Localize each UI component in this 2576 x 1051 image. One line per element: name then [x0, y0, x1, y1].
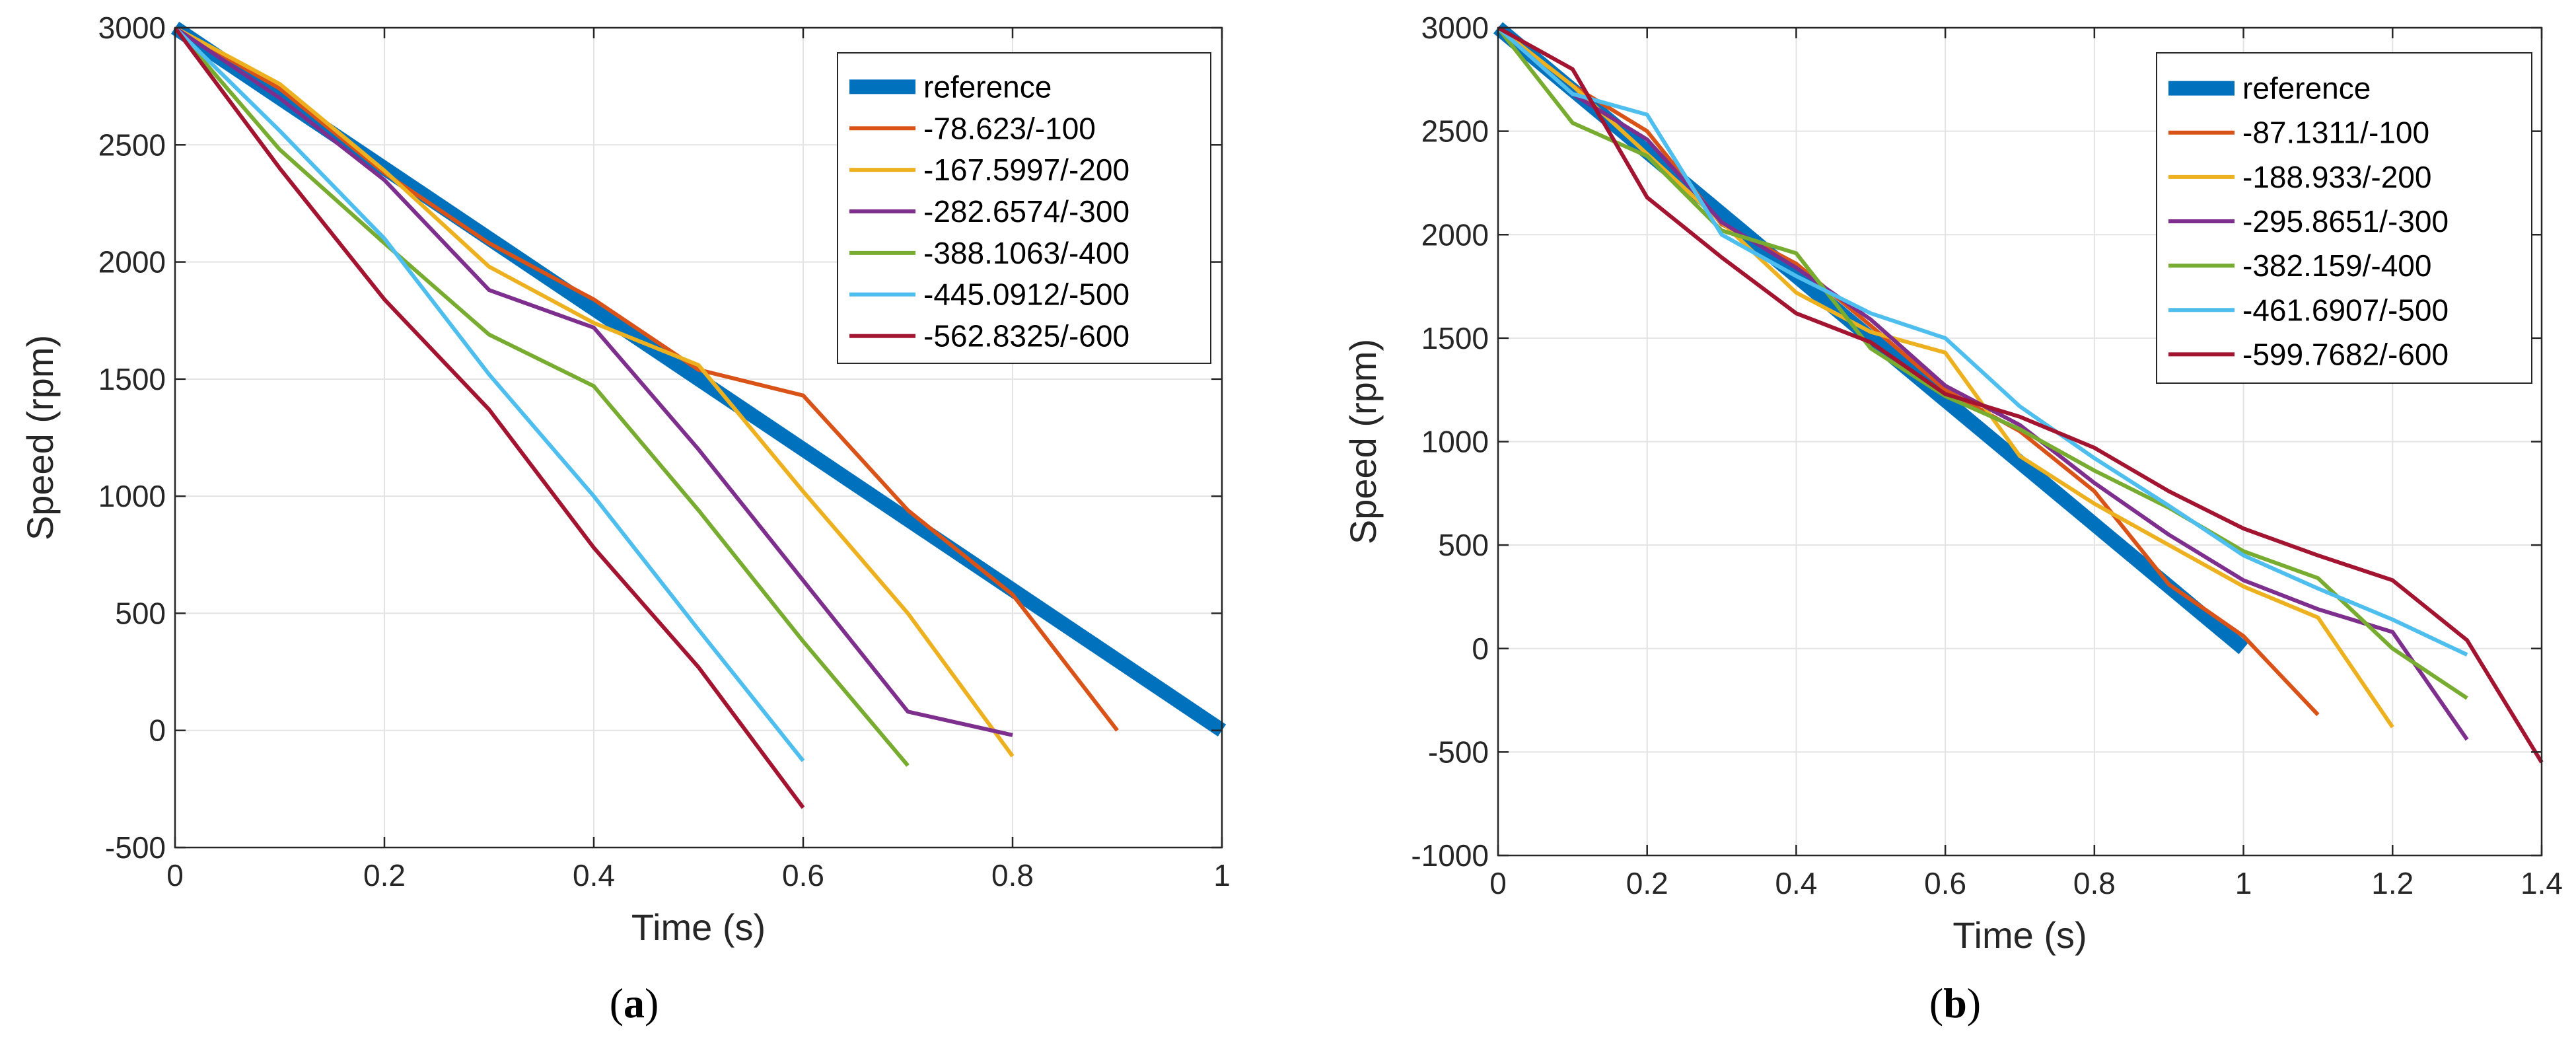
series-line-3	[174, 26, 1013, 737]
y-tick-label: 500	[1438, 528, 1489, 562]
x-tick-label: 0	[1489, 866, 1507, 900]
x-tick-label: 0.8	[991, 858, 1034, 892]
x-tick-label: 0.4	[573, 858, 615, 892]
series-line-4	[173, 26, 910, 767]
legend-label-1: -78.623/-100	[923, 111, 1096, 145]
series-line-5	[173, 26, 805, 762]
y-axis-label: Speed (rpm)	[1342, 339, 1384, 544]
ticks: 0 0.2 0.4 0.6 0.8 1 1.2 1.4 -1000 -500 0 500 1000 150…	[1411, 11, 2563, 900]
x-axis-label: Time (s)	[631, 906, 766, 948]
x-axis-label: Time (s)	[1952, 914, 2087, 956]
panel-caption: (a)	[610, 980, 659, 1027]
y-tick-label: 2500	[98, 127, 166, 162]
x-tick-label: 0.2	[1626, 866, 1668, 900]
legend-label-4: -382.159/-400	[2242, 248, 2431, 283]
y-tick-label: 3000	[98, 11, 166, 45]
panel-caption: (b)	[1929, 980, 1981, 1027]
x-tick-label: 1	[1213, 858, 1231, 892]
y-tick-label: 0	[1472, 632, 1489, 666]
x-tick-label: 0.6	[782, 858, 824, 892]
y-tick-label: 2000	[1421, 217, 1489, 252]
y-tick-label: 3000	[1421, 11, 1489, 45]
legend-label-6: -599.7682/-600	[2242, 337, 2449, 371]
chart-panel-b: 0 0.2 0.4 0.6 0.8 1 1.2 1.4 -1000 -500 0 500 1000 150…	[1342, 11, 2563, 1027]
y-tick-label: -1000	[1411, 838, 1489, 873]
series-line-6	[173, 26, 805, 809]
series-line-1	[174, 26, 1119, 732]
x-tick-label: 1.2	[2371, 866, 2414, 900]
x-tick-label: 0.4	[1775, 866, 1817, 900]
legend-box	[2156, 52, 2532, 384]
series-group	[1493, 22, 2544, 764]
y-tick-label: -500	[1428, 735, 1489, 769]
legend-label-5: -445.0912/-500	[923, 277, 1129, 312]
y-tick-label: 2500	[1421, 114, 1489, 149]
legend-label-5: -461.6907/-500	[2242, 293, 2449, 327]
x-tick-label: 1.4	[2521, 866, 2563, 900]
y-tick-label: 1500	[1421, 321, 1489, 355]
series-line-1	[1497, 26, 2320, 717]
axes-box	[174, 26, 1223, 849]
legend-label-2: -188.933/-200	[2242, 160, 2431, 194]
y-tick-label: 2000	[98, 245, 166, 279]
chart-panel-a: 0 0.2 0.4 0.6 0.8 1-5000500100015002000250030…	[19, 11, 1231, 1027]
y-tick-label: -500	[105, 830, 166, 865]
legend-label-2: -167.5997/-200	[923, 153, 1129, 187]
legend: reference -87.1311/-100 -188.933/-200 -295.…	[2156, 52, 2532, 384]
y-tick-label: 500	[115, 596, 166, 630]
legend-label-4: -388.1063/-400	[923, 236, 1129, 270]
x-tick-label: 0.2	[363, 858, 406, 892]
y-tick-label: 1500	[98, 362, 166, 396]
series-line-4	[1496, 26, 2468, 700]
x-tick-label: 0.8	[2073, 866, 2116, 900]
legend-label-3: -295.8651/-300	[2242, 204, 2449, 238]
legend-label-3: -282.6574/-300	[923, 194, 1129, 229]
legend-label-6: -562.8325/-600	[923, 319, 1129, 353]
series-line-6	[1497, 26, 2544, 764]
legend-box	[837, 52, 1211, 364]
legend-label-0: reference	[2242, 71, 2371, 106]
x-tick-label: 1	[2235, 866, 2252, 900]
y-tick-label: 1000	[98, 479, 166, 513]
series-line-5	[1497, 26, 2468, 657]
series-line-2	[174, 26, 1015, 758]
y-tick-label: 0	[149, 713, 166, 748]
x-tick-label: 0.6	[1924, 866, 1966, 900]
legend: reference -78.623/-100 -167.5997/-200 -282.…	[837, 52, 1211, 364]
x-tick-label: 0	[166, 858, 184, 892]
ticks: 0 0.2 0.4 0.6 0.8 1-5000500100015002000250030…	[98, 11, 1231, 892]
series-group	[170, 21, 1227, 809]
legend-label-0: reference	[923, 69, 1052, 104]
legend-label-1: -87.1311/-100	[2242, 116, 2429, 150]
y-tick-label: 1000	[1421, 425, 1489, 459]
y-axis-label: Speed (rpm)	[19, 335, 61, 540]
